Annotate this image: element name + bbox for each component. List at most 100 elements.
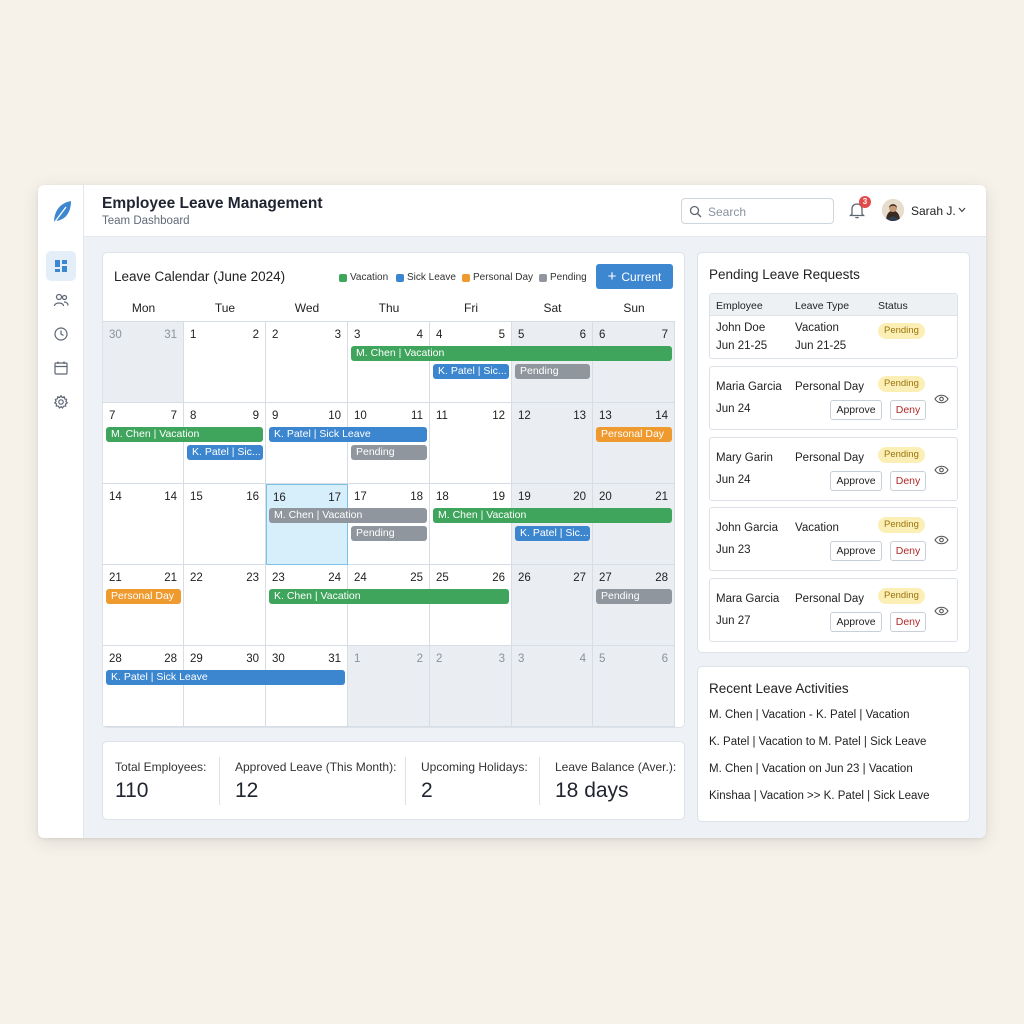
notification-badge: 3 — [859, 196, 871, 208]
leave-event-bar[interactable]: K. Patel | Sick Leave — [106, 670, 345, 685]
employee-name: John Doe — [716, 322, 766, 334]
eye-icon[interactable] — [934, 606, 949, 616]
calendar-day-cell[interactable]: 30 31 — [103, 322, 184, 403]
leave-event-bar[interactable]: M. Chen | Vacation — [106, 427, 263, 442]
leave-event-bar[interactable]: Personal Day — [106, 589, 181, 604]
leave-event-bar[interactable]: K. Patel | Sic... — [433, 364, 509, 379]
calendar-day-cell[interactable]: 10 11 — [348, 403, 430, 484]
day-number-left: 5 — [518, 329, 525, 341]
activity-item: M. Chen | Vacation - K. Patel | Vacation — [709, 709, 910, 721]
approve-button[interactable]: Approve — [830, 611, 882, 632]
calendar-day-cell[interactable]: 20 21 — [593, 484, 675, 565]
day-number-right: 31 — [164, 329, 177, 341]
legend-pending: Pending — [539, 272, 587, 283]
leave-date: Jun 27 — [716, 614, 751, 627]
bell-icon[interactable] — [849, 201, 865, 219]
day-number-right: 18 — [410, 491, 423, 503]
calendar-day-cell[interactable]: 11 12 — [430, 403, 512, 484]
calendar-day-cell[interactable]: 24 25 — [348, 565, 430, 646]
day-number-left: 13 — [599, 410, 612, 422]
calendar-day-cell[interactable]: 9 10 — [266, 403, 348, 484]
calendar-day-cell[interactable]: 27 28 — [593, 565, 675, 646]
calendar-day-cell[interactable]: 19 20 — [512, 484, 593, 565]
user-name[interactable]: Sarah J. — [911, 204, 956, 218]
calendar-day-cell[interactable]: 22 23 — [184, 565, 266, 646]
deny-button[interactable]: Deny — [890, 400, 926, 420]
calendar-nav-button[interactable] — [46, 353, 76, 383]
calendar-day-cell[interactable]: 29 30 — [184, 646, 266, 727]
divider — [219, 757, 220, 805]
avatar-image — [882, 199, 904, 221]
dashboard-icon — [55, 260, 67, 272]
leave-event-bar[interactable]: K. Chen | Vacation — [269, 589, 509, 604]
calendar-day-cell[interactable]: 28 28 — [103, 646, 184, 727]
avatar[interactable] — [882, 199, 904, 221]
calendar-day-cell[interactable]: 30 31 — [266, 646, 348, 727]
leave-event-bar[interactable]: M. Chen | Vacation — [351, 346, 672, 361]
calendar-day-cell[interactable]: 25 26 — [430, 565, 512, 646]
settings-nav-button[interactable] — [46, 387, 76, 417]
status-badge: Pending — [878, 587, 925, 604]
chevron-down-icon[interactable] — [958, 207, 966, 213]
leave-event-bar[interactable]: M. Chen | Vacation — [269, 508, 427, 523]
calendar-day-cell[interactable]: 14 14 — [103, 484, 184, 565]
deny-button[interactable]: Deny — [890, 541, 926, 561]
stats-card: Total Employees: 110 Approved Leave (Thi… — [102, 741, 685, 820]
leave-request-item: John Garcia Jun 23 Vacation Pending Approve D… — [709, 507, 958, 571]
leave-event-bar[interactable]: Pending — [351, 526, 427, 541]
leave-event-bar[interactable]: Personal Day — [596, 427, 672, 442]
calendar-day-cell[interactable]: 12 13 — [512, 403, 593, 484]
users-nav-button[interactable] — [46, 285, 76, 315]
day-number-right: 17 — [328, 492, 341, 504]
calendar-day-cell[interactable]: 26 27 — [512, 565, 593, 646]
leave-type: Vacation — [795, 522, 839, 534]
search-input[interactable]: Search — [681, 198, 834, 224]
calendar-day-cell[interactable]: 16 17 — [266, 484, 348, 565]
leave-event-bar[interactable]: K. Patel | Sic... — [187, 445, 263, 460]
leave-event-bar[interactable]: Pending — [515, 364, 590, 379]
day-number-left: 1 — [190, 329, 197, 341]
calendar-day-cell[interactable]: 18 19 — [430, 484, 512, 565]
deny-button[interactable]: Deny — [890, 611, 926, 632]
calendar-day-cell[interactable]: 13 14 — [593, 403, 675, 484]
eye-icon[interactable] — [934, 394, 949, 404]
dashboard-nav-button[interactable] — [46, 251, 76, 281]
leave-event-bar[interactable]: M. Chen | Vacation — [433, 508, 672, 523]
history-nav-button[interactable] — [46, 319, 76, 349]
approve-button[interactable]: Approve — [830, 470, 882, 491]
current-button[interactable]: + Current — [596, 264, 673, 289]
deny-button[interactable]: Deny — [890, 470, 926, 491]
calendar-day-cell[interactable]: 23 24 — [266, 565, 348, 646]
leave-event-bar[interactable]: Pending — [596, 589, 672, 604]
day-number-right: 3 — [498, 653, 505, 665]
calendar-day-cell[interactable]: 15 16 — [184, 484, 266, 565]
eye-icon[interactable] — [934, 535, 949, 545]
day-number-left: 11 — [436, 410, 448, 422]
calendar-day-cell[interactable]: 21 21 — [103, 565, 184, 646]
approve-button[interactable]: Approve — [830, 400, 882, 420]
calendar-day-cell[interactable]: 17 18 — [348, 484, 430, 565]
leave-event-bar[interactable]: Pending — [351, 445, 427, 460]
divider — [405, 757, 406, 805]
calendar-icon — [54, 361, 68, 375]
day-number-right: 19 — [492, 491, 505, 503]
legend-label: Pending — [550, 272, 587, 283]
approve-button[interactable]: Approve — [830, 541, 882, 561]
day-number-left: 19 — [518, 491, 531, 503]
leave-event-bar[interactable]: K. Patel | Sick Leave — [269, 427, 427, 442]
plus-icon: + — [607, 268, 617, 285]
leave-event-bar[interactable]: K. Patel | Sic... — [515, 526, 590, 541]
eye-icon[interactable] — [934, 465, 949, 475]
